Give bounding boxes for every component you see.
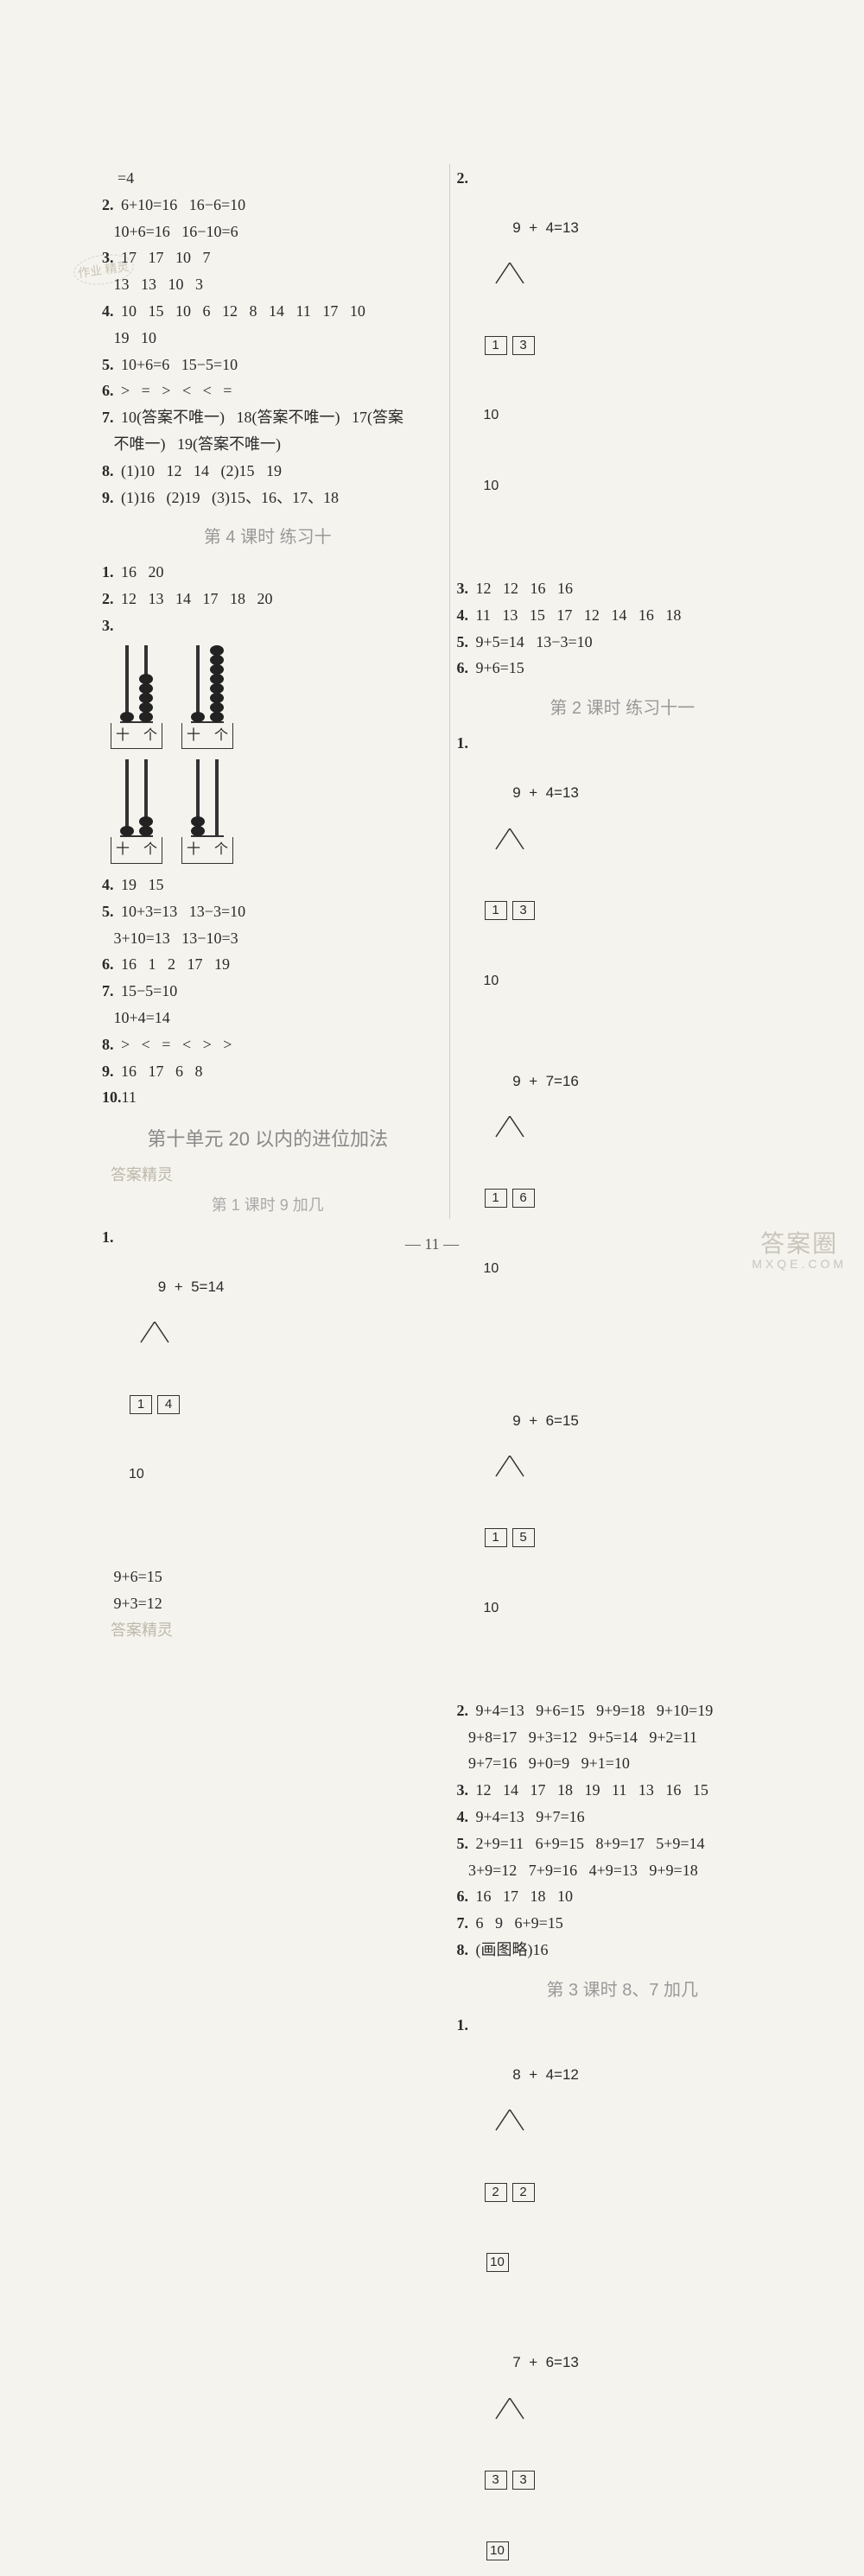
answer-line: 4.10 15 10 6 12 8 14 11 17 10	[102, 299, 434, 324]
abacus: 十个	[111, 644, 162, 750]
right-column: 2. 9 + 4=13 13 10 10 3.12 12 16 16 4.11 …	[450, 164, 804, 1219]
answer-line: 4.9+4=13 9+7=16	[457, 1805, 789, 1830]
decomposition-diagram: 7 + 6=13 33 10	[480, 2327, 579, 2576]
answer-line: 8.(1)10 12 14 (2)15 19	[102, 459, 434, 484]
unit-heading: 第十单元 20 以内的进位加法	[102, 1124, 434, 1154]
answer-line: 1. 9 + 5=14 14 10	[102, 1225, 434, 1563]
abacus: 十个	[181, 758, 233, 864]
answer-line: 1.16 20	[102, 560, 434, 585]
answer-line: 7.10(答案不唯一) 18(答案不唯一) 17(答案	[102, 405, 434, 430]
answer-line: 2.6+10=16 16−6=10	[102, 193, 434, 218]
answer-line: 9 + 6=15 15 10	[457, 1359, 789, 1697]
answer-line: 10.11	[102, 1085, 434, 1110]
decomposition-diagram: 9 + 6=15 15 10	[480, 1386, 579, 1666]
answer-line: 19 10	[102, 326, 434, 351]
abacus: 十个	[181, 644, 233, 750]
answer-line: 3.	[102, 613, 434, 638]
answer-line: 10+6=16 16−10=6	[102, 219, 434, 244]
faint-watermark-text: 答案精灵	[111, 1163, 434, 1188]
answer-line: 5.2+9=11 6+9=15 8+9=17 5+9=14	[457, 1831, 789, 1856]
answer-line: 3.17 17 10 7	[102, 245, 434, 270]
answer-line: 9.16 17 6 8	[102, 1059, 434, 1084]
answer-line: 5.9+5=14 13−3=10	[457, 630, 789, 655]
answer-line: 9+8=17 9+3=12 9+5=14 9+2=11	[457, 1725, 789, 1750]
answer-line: 9.(1)16 (2)19 (3)15、16、17、18	[102, 485, 434, 511]
decomposition-diagram: 8 + 4=12 22 10	[480, 2040, 579, 2320]
section-heading: 第 4 课时 练习十	[102, 523, 434, 551]
answer-line: 1. 8 + 4=12 22 10 7 + 6=13 33 10	[457, 2013, 789, 2576]
decomposition-diagram: 9 + 7=16 16 10	[480, 1045, 579, 1326]
answer-line: 10+4=14	[102, 1006, 434, 1031]
answer-line: 13 13 10 3	[102, 272, 434, 297]
text-line: =4	[102, 166, 434, 191]
page-number: — 11 —	[0, 1235, 864, 1253]
answer-line: 6.16 1 2 17 19	[102, 952, 434, 977]
abacus: 十个	[111, 758, 162, 864]
answer-line: 2.9+4=13 9+6=15 9+9=18 9+10=19	[457, 1698, 789, 1723]
answer-line: 8.> < = < > >	[102, 1032, 434, 1057]
answer-line: 6.> = > < < =	[102, 378, 434, 403]
answer-line: 2. 9 + 4=13 13 10 10	[457, 166, 789, 574]
page-content: =4 2.6+10=16 16−6=10 10+6=16 16−10=6 3.1…	[95, 164, 804, 1219]
answer-line: 9+6=15	[102, 1564, 434, 1589]
answer-line: 2.12 13 14 17 18 20	[102, 587, 434, 612]
left-column: =4 2.6+10=16 16−6=10 10+6=16 16−10=6 3.1…	[95, 164, 450, 1219]
answer-line: 5.10+6=6 15−5=10	[102, 352, 434, 378]
section-heading: 第 3 课时 8、7 加几	[457, 1976, 789, 2004]
answer-line: 4.19 15	[102, 872, 434, 898]
abacus-row: 十个十个	[111, 758, 434, 864]
answer-line: 4.11 13 15 17 12 14 16 18	[457, 603, 789, 628]
section-heading: 第 2 课时 练习十一	[457, 695, 789, 722]
answer-line: 8.(画图略)16	[457, 1938, 789, 1963]
answer-line: 6.9+6=15	[457, 656, 789, 681]
decomposition-diagram: 9 + 4=13 13 10	[480, 758, 579, 1038]
answer-line: 3+9=12 7+9=16 4+9=13 9+9=18	[457, 1858, 789, 1883]
answer-line: 6.16 17 18 10	[457, 1884, 789, 1909]
answer-line: 9+3=12	[102, 1591, 434, 1616]
answer-line: 3+10=13 13−10=3	[102, 926, 434, 951]
answer-line: 1. 9 + 4=13 13 10 9 + 7=16 16 10	[457, 731, 789, 1357]
abacus-row: 十个十个	[111, 644, 434, 750]
answer-line: 3.12 14 17 18 19 11 13 16 15	[457, 1778, 789, 1803]
site-watermark: 答案圈 MXQE.COM	[752, 1231, 847, 1271]
section-subheading: 第 1 课时 9 加几	[102, 1193, 434, 1218]
faint-watermark-text: 答案精灵	[111, 1618, 434, 1643]
answer-line: 9+7=16 9+0=9 9+1=10	[457, 1751, 789, 1776]
decomposition-diagram: 9 + 4=13 13 10 10	[480, 193, 579, 544]
answer-line: 3.12 12 16 16	[457, 576, 789, 601]
decomposition-diagram: 9 + 5=14 14 10	[125, 1252, 224, 1532]
answer-line: 5.10+3=13 13−3=10	[102, 899, 434, 924]
answer-line: 7.6 9 6+9=15	[457, 1911, 789, 1936]
answer-line: 不唯一) 19(答案不唯一)	[102, 432, 434, 457]
answer-line: 7.15−5=10	[102, 979, 434, 1004]
